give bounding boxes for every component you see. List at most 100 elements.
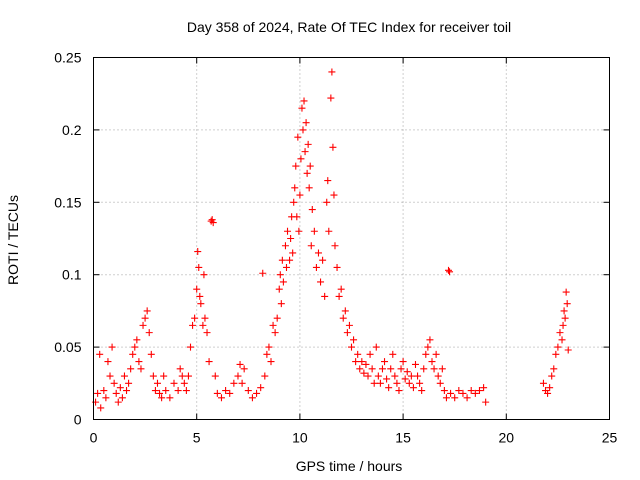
data-point [230, 379, 238, 387]
data-point [324, 177, 332, 185]
data-point [301, 148, 309, 156]
data-point [411, 360, 419, 368]
data-point [184, 372, 192, 380]
data-point [345, 321, 353, 329]
data-point [480, 384, 488, 392]
data-point [426, 336, 434, 344]
data-point [471, 389, 479, 397]
data-point [125, 379, 133, 387]
data-point [120, 372, 128, 380]
data-point [397, 365, 405, 373]
data-point [434, 372, 442, 380]
data-point [145, 329, 153, 337]
data-point [176, 365, 184, 373]
data-point [308, 206, 316, 214]
data-point [446, 268, 454, 276]
x-tick-label: 15 [395, 430, 411, 446]
data-point [438, 365, 446, 373]
data-point [208, 216, 216, 224]
data-point [294, 133, 302, 141]
y-tick-label: 0.05 [54, 339, 81, 355]
data-point [289, 249, 297, 257]
data-point [330, 191, 338, 199]
data-point [436, 379, 444, 387]
data-point [561, 314, 569, 322]
data-point [385, 384, 393, 392]
data-point [564, 346, 572, 354]
data-point [350, 336, 358, 344]
y-tick-label: 0 [74, 412, 82, 428]
data-point [295, 227, 303, 235]
x-tick-label: 25 [602, 430, 618, 446]
data-point [428, 358, 436, 366]
data-point [211, 372, 219, 380]
data-point [304, 140, 312, 148]
data-point [381, 358, 389, 366]
data-point [273, 314, 281, 322]
data-point [196, 292, 204, 300]
data-point [94, 389, 102, 397]
data-point [287, 235, 295, 242]
data-point [467, 387, 475, 395]
data-point [559, 321, 567, 329]
data-point [180, 379, 188, 387]
data-point [321, 292, 329, 300]
data-point [354, 350, 362, 358]
data-point [131, 343, 139, 351]
data-point [178, 372, 186, 380]
data-point [162, 387, 170, 395]
data-point [387, 365, 395, 373]
data-point [299, 126, 307, 134]
data-point [201, 314, 209, 322]
data-point [139, 321, 147, 329]
y-axis-label: ROTI / TECUs [5, 195, 21, 285]
chart-title: Day 358 of 2024, Rate Of TEC Index for r… [187, 19, 511, 35]
data-point [110, 379, 118, 387]
data-point [362, 360, 370, 368]
data-point [432, 350, 440, 358]
data-point [356, 365, 364, 373]
data-point [303, 169, 311, 177]
data-point [137, 365, 145, 373]
data-point [298, 104, 306, 112]
data-point [370, 379, 378, 387]
data-point [205, 358, 213, 366]
data-point [341, 307, 349, 315]
data-point [447, 389, 455, 397]
data-point [191, 314, 199, 322]
data-point [123, 387, 131, 395]
data-point [253, 389, 261, 397]
data-point [407, 372, 415, 380]
data-point [200, 271, 208, 279]
data-point [335, 292, 343, 300]
data-point [195, 263, 203, 271]
data-point [226, 389, 234, 397]
data-point [143, 307, 151, 315]
data-point [327, 94, 335, 102]
data-point [312, 263, 320, 271]
data-point [366, 350, 374, 358]
data-point [319, 256, 327, 264]
data-point [248, 394, 256, 402]
data-point [153, 379, 161, 387]
data-point [149, 372, 157, 380]
data-point [297, 155, 305, 163]
data-point [160, 372, 168, 380]
data-point [552, 350, 560, 358]
y-tick-label: 0.2 [62, 122, 82, 138]
data-point [141, 314, 149, 322]
x-tick-label: 20 [499, 430, 515, 446]
data-point [399, 358, 407, 366]
data-point [240, 365, 248, 373]
data-point [292, 162, 300, 170]
data-point [352, 358, 360, 366]
data-point [378, 365, 386, 373]
data-point [325, 227, 333, 235]
data-point [418, 387, 426, 395]
data-point [475, 387, 483, 395]
data-point [158, 394, 166, 402]
x-tick-label: 0 [90, 430, 98, 446]
data-point [135, 358, 143, 366]
data-point [563, 300, 571, 308]
